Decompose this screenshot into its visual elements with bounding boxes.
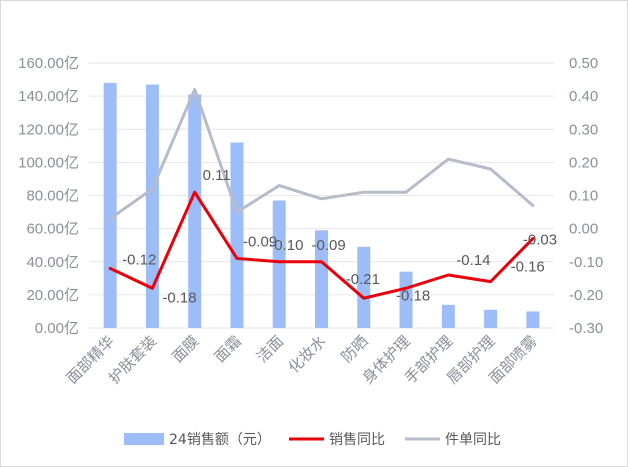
data-label: -0.21 [346,271,380,288]
y-right-tick-label: 0.50 [569,55,598,72]
y-right-tick-label: 0.00 [569,221,598,238]
y-right-tick-label: -0.20 [569,287,603,304]
bar [188,94,202,328]
data-label: -0.14 [456,252,490,269]
data-label: -0.03 [523,232,557,249]
x-tick-label: 防晒 [338,332,372,366]
legend-swatch-bar [124,433,164,445]
bar [315,230,328,328]
y-left-tick-label: 160.00亿 [18,55,79,72]
y-left-tick-label: 140.00亿 [18,88,79,105]
bar [272,200,286,328]
y-left-tick-label: 80.00亿 [26,188,79,205]
y-right-tick-label: -0.10 [569,254,603,271]
bar [145,84,159,328]
data-label: -0.18 [396,287,430,304]
y-right-tick-label: -0.30 [569,320,603,337]
legend-label: 24销售额（元） [169,432,271,448]
data-label: -0.18 [162,289,196,306]
data-label: 0.11 [203,167,231,184]
bar [484,309,498,328]
x-tick-label: 面膜 [169,332,203,366]
y-right-tick-label: 0.20 [569,154,598,171]
data-label: -0.09 [243,233,277,250]
y-left-tick-label: 60.00亿 [26,221,79,238]
data-label: -0.12 [122,251,156,268]
y-left-tick-label: 0.00亿 [35,320,79,337]
bar [526,311,540,328]
legend-label: 件单同比 [445,432,501,448]
y-right-tick-label: 0.10 [569,188,598,205]
series-line-sales-yoy [108,190,535,300]
data-label: -0.10 [269,237,303,254]
legend-label: 销售同比 [329,432,385,448]
y-right-tick-label: 0.40 [569,88,598,105]
y-left-tick-label: 100.00亿 [18,154,79,171]
bar [230,142,244,328]
x-tick-label: 面霜 [211,332,245,366]
series-line-units-yoy [108,88,535,221]
y-left-tick-label: 120.00亿 [18,121,79,138]
x-tick-label: 化妆水 [285,332,330,377]
data-label: -0.09 [312,237,346,254]
data-label: -0.16 [511,259,545,276]
bar [357,246,371,328]
y-left-tick-label: 40.00亿 [26,254,79,271]
bar [103,82,117,328]
x-tick-label: 洁面 [253,332,287,366]
bar [441,304,455,328]
y-left-tick-label: 20.00亿 [26,287,79,304]
y-right-tick-label: 0.30 [569,121,598,138]
